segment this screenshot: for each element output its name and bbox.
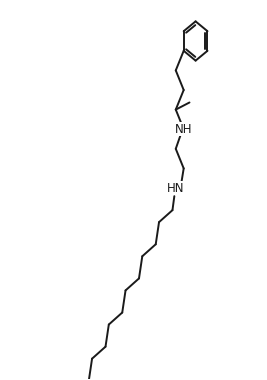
Text: HN: HN xyxy=(167,182,184,195)
Text: NH: NH xyxy=(175,123,193,136)
